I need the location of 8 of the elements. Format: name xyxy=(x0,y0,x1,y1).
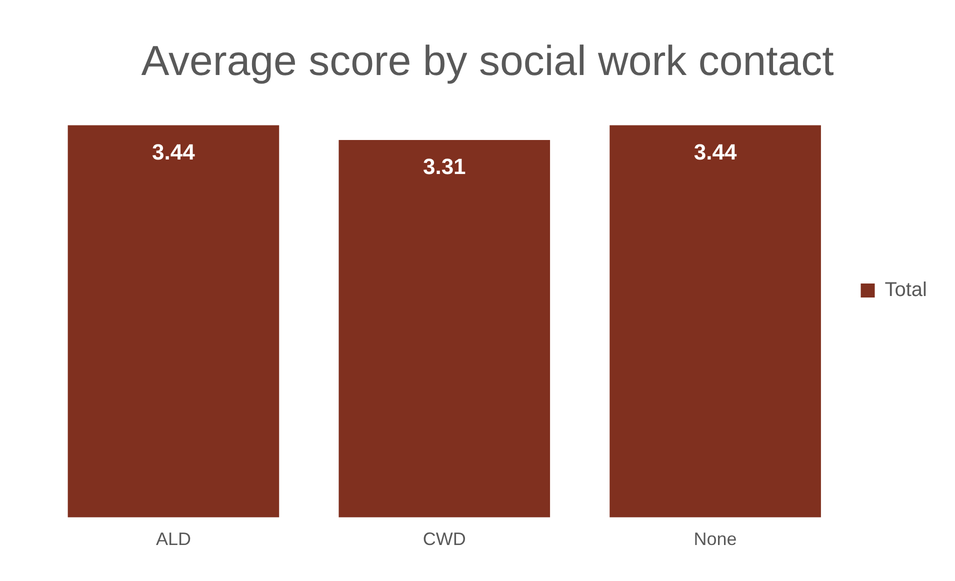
x-tick-label: ALD xyxy=(156,529,191,550)
data-label: 3.44 xyxy=(694,139,738,164)
legend-label: Total xyxy=(884,279,928,302)
chart-title: Average score by social work contact xyxy=(141,36,834,84)
data-label: 3.31 xyxy=(422,154,466,180)
x-tick-label: None xyxy=(694,529,737,550)
x-tick-label: CWD xyxy=(422,529,466,550)
data-label: 3.44 xyxy=(152,139,196,164)
